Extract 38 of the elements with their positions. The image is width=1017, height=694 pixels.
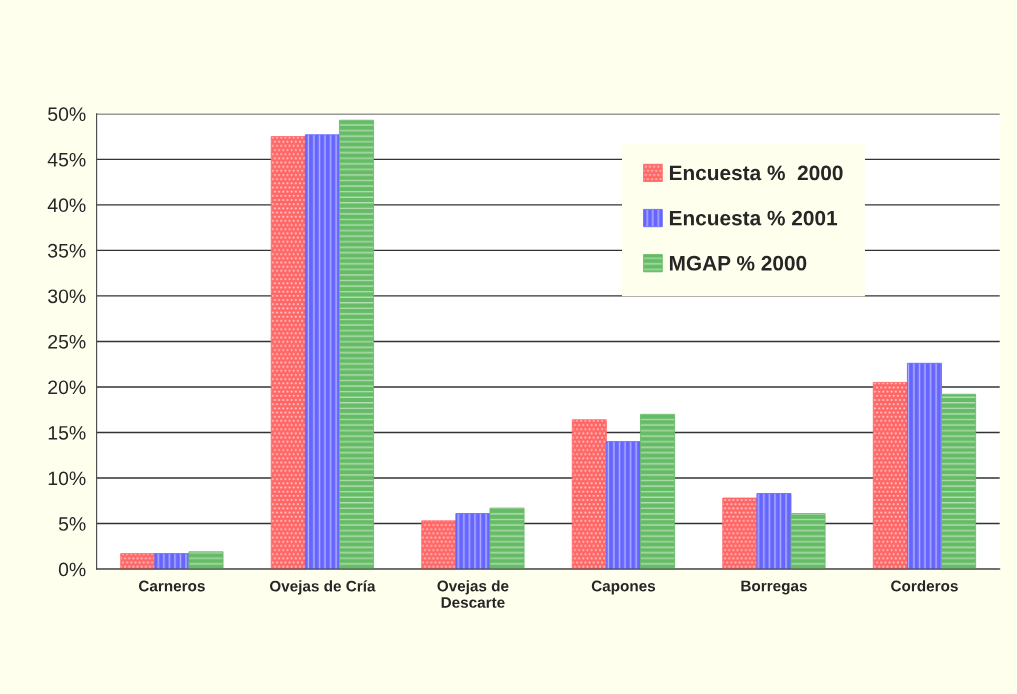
bar <box>120 553 156 570</box>
bar <box>571 419 607 570</box>
y-tick-label: 25% <box>48 334 86 349</box>
bar <box>756 493 792 570</box>
y-tick-label: 10% <box>48 471 86 486</box>
bar <box>455 513 491 570</box>
x-tick-label: Ovejas de Descarte <box>437 580 509 608</box>
bar <box>489 507 525 570</box>
y-tick-label: 35% <box>48 243 86 258</box>
bar <box>188 551 224 570</box>
bar <box>270 136 306 570</box>
y-tick-label: 30% <box>48 289 86 304</box>
bar <box>790 513 826 570</box>
bar <box>421 520 457 570</box>
y-tick-label: 5% <box>58 517 86 531</box>
x-tick-label: Borregas <box>741 580 807 595</box>
x-tick-label: Corderos <box>891 580 958 592</box>
legend-label: Encuesta % 2001 <box>669 210 838 226</box>
y-tick-label: 40% <box>47 198 86 213</box>
legend-label: MGAP % 2000 <box>669 255 807 271</box>
y-tick-label: 20% <box>48 380 86 395</box>
y-tick-label: 0% <box>58 562 86 577</box>
bar <box>906 362 942 570</box>
bar <box>722 497 758 570</box>
y-tick-label: 15% <box>48 426 86 440</box>
bar <box>640 413 676 570</box>
bar <box>304 134 340 570</box>
x-tick-label: Capones <box>591 580 656 595</box>
y-tick-label: 50% <box>48 107 86 122</box>
x-tick-label: Carneros <box>138 580 205 592</box>
bar <box>941 393 977 570</box>
bar <box>872 382 908 570</box>
legend-label: Encuesta % 2000 <box>669 165 843 181</box>
bar <box>154 553 190 570</box>
y-tick-label: 45% <box>47 152 86 167</box>
x-tick-label: Ovejas de Cría <box>269 580 376 595</box>
bar <box>339 119 374 570</box>
bar <box>605 441 641 570</box>
